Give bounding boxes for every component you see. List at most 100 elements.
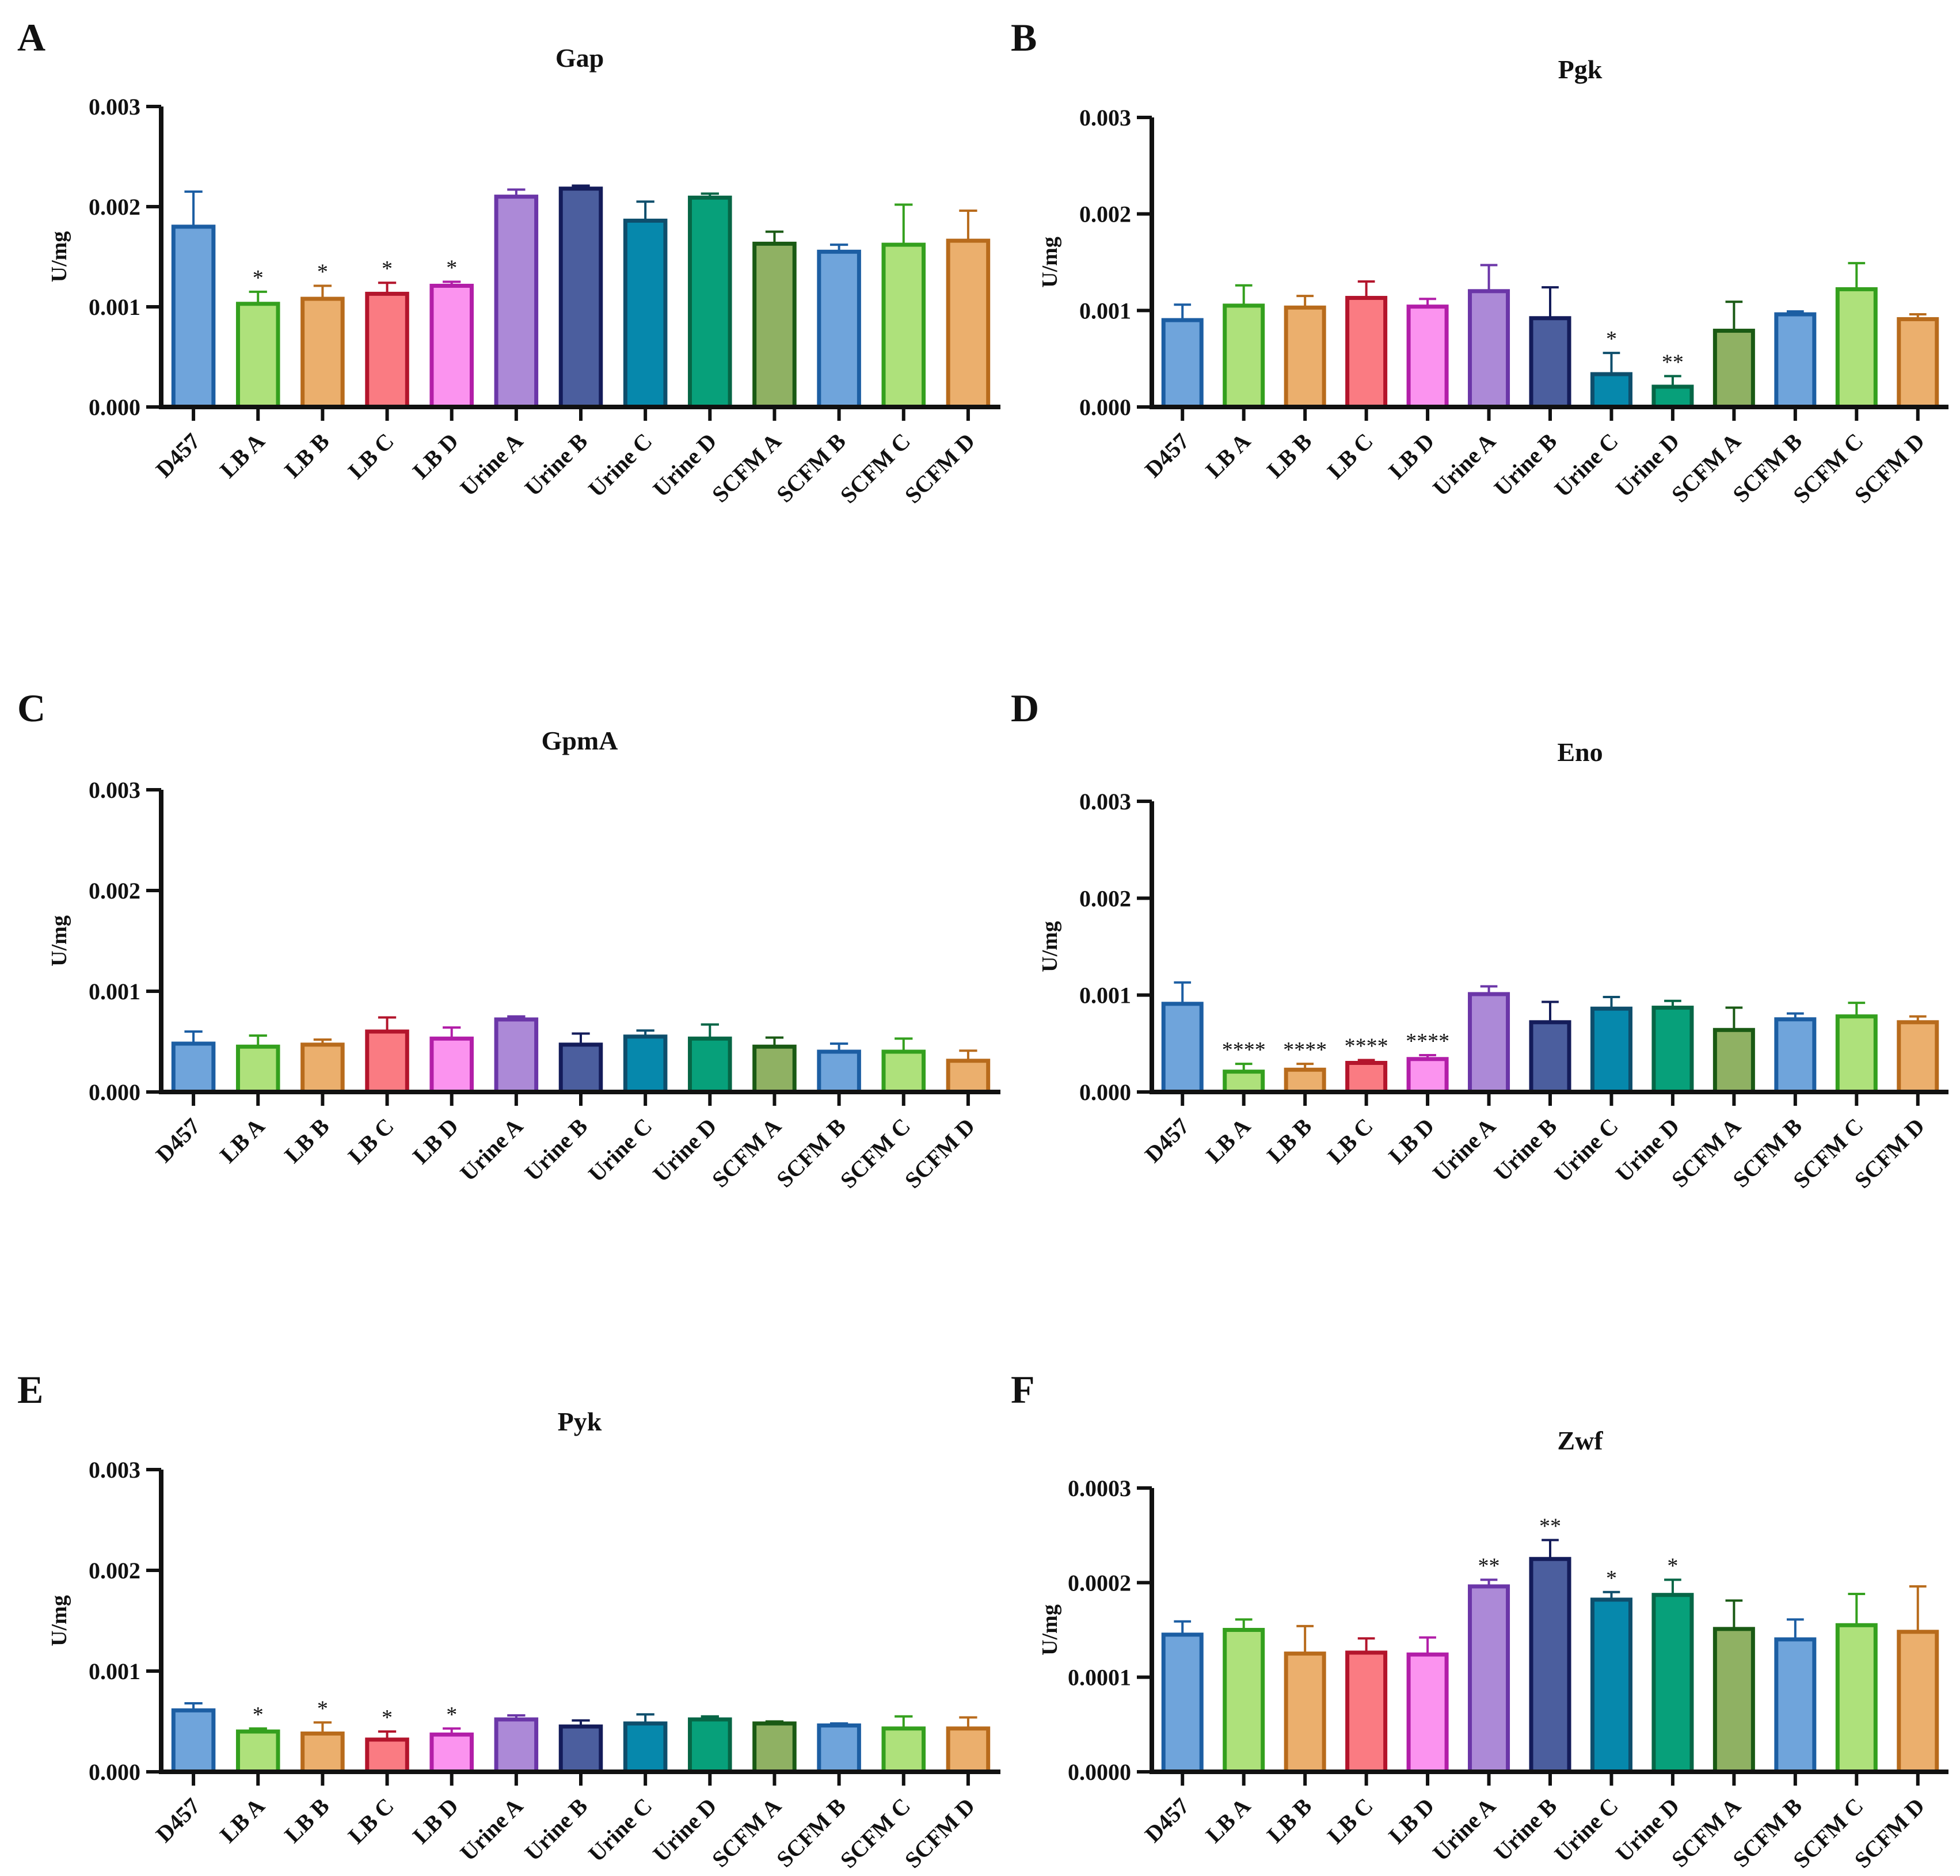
bar-urine-d bbox=[688, 1036, 732, 1094]
x-tick-label: LB B bbox=[1262, 1793, 1316, 1848]
bar-d457 bbox=[1161, 1633, 1204, 1774]
significance-marker: * bbox=[446, 1703, 457, 1727]
x-tick-label: SCFM A bbox=[707, 1793, 786, 1872]
bar-lb-a bbox=[235, 1044, 280, 1094]
x-tick-label: Urine C bbox=[1549, 1113, 1623, 1187]
y-tick-label: 0.000 bbox=[89, 1079, 140, 1105]
bar-lb-d bbox=[429, 283, 474, 409]
x-tick-label: Urine C bbox=[583, 1113, 657, 1187]
bar-d457 bbox=[1161, 1002, 1204, 1094]
bar-lb-c bbox=[1345, 1061, 1388, 1094]
y-axis-label: U/mg bbox=[47, 915, 71, 966]
x-tick-label: Urine A bbox=[1428, 1113, 1501, 1186]
bar-urine-b bbox=[558, 1724, 603, 1774]
significance-marker: * bbox=[317, 260, 328, 284]
bar-scfm-a bbox=[1712, 1028, 1755, 1094]
x-tick-label: SCFM D bbox=[900, 1113, 980, 1193]
significance-marker: * bbox=[317, 1696, 328, 1721]
x-tick-label: SCFM C bbox=[835, 1113, 915, 1193]
chart-panel-A: A Gap U/mg 0.000 0.001 0.002 0.003 D457 * LB A * LB… bbox=[17, 16, 1000, 508]
y-tick-label: 0.0002 bbox=[1068, 1570, 1131, 1596]
bar-scfm-c bbox=[881, 242, 926, 409]
significance-marker: * bbox=[1667, 1554, 1678, 1578]
bar-urine-c bbox=[623, 1034, 668, 1094]
bar-d457 bbox=[171, 224, 216, 409]
x-tick-label: LB A bbox=[1201, 428, 1256, 483]
bar-lb-c bbox=[1345, 296, 1388, 409]
x-tick-label: LB A bbox=[215, 1793, 270, 1848]
bar-scfm-b bbox=[817, 249, 861, 409]
bar-lb-b bbox=[300, 1732, 345, 1774]
y-axis-label: U/mg bbox=[47, 231, 71, 283]
bar-lb-b bbox=[300, 296, 345, 409]
y-tick-label: 0.002 bbox=[1079, 885, 1131, 911]
bar-urine-b bbox=[558, 187, 603, 409]
bar-lb-a bbox=[1223, 1628, 1265, 1774]
significance-marker: **** bbox=[1345, 1034, 1388, 1058]
bar-scfm-d bbox=[1897, 317, 1939, 409]
bar-lb-b bbox=[1284, 1067, 1326, 1094]
panel-letter: A bbox=[17, 16, 45, 59]
x-tick-label: Urine A bbox=[1428, 1793, 1501, 1866]
chart-panel-D: D Eno U/mg 0.000 0.001 0.002 0.003 D457 **** LB A… bbox=[1011, 686, 1948, 1193]
x-tick-label: Urine C bbox=[1549, 1793, 1623, 1867]
chart-panel-E: E Pyk U/mg 0.000 0.001 0.002 0.003 D457 * LB A * LB… bbox=[17, 1368, 1000, 1873]
significance-marker: * bbox=[1606, 1566, 1617, 1590]
bar-lb-c bbox=[1345, 1650, 1388, 1774]
bar-urine-a bbox=[1468, 289, 1510, 409]
x-tick-label: D457 bbox=[151, 1113, 205, 1168]
bar-scfm-a bbox=[1712, 329, 1755, 409]
x-tick-label: SCFM B bbox=[771, 1793, 851, 1873]
x-tick-label: SCFM C bbox=[835, 428, 915, 508]
bar-urine-a bbox=[1468, 1584, 1510, 1774]
y-tick-label: 0.001 bbox=[89, 294, 140, 320]
bar-urine-a bbox=[494, 1017, 539, 1094]
bar-scfm-a bbox=[752, 241, 797, 409]
x-tick-label: Urine A bbox=[455, 1793, 528, 1866]
x-tick-label: LB B bbox=[279, 1793, 334, 1848]
x-tick-label: LB C bbox=[1322, 1793, 1378, 1849]
y-tick-label: 0.001 bbox=[1079, 298, 1131, 324]
y-tick-label: 0.000 bbox=[89, 1759, 140, 1785]
x-tick-label: LB A bbox=[1201, 1113, 1256, 1168]
bar-d457 bbox=[1161, 318, 1204, 409]
bar-scfm-c bbox=[881, 1049, 926, 1094]
x-tick-label: Urine C bbox=[583, 1793, 657, 1867]
x-tick-label: D457 bbox=[1140, 1793, 1194, 1848]
x-tick-label: LB D bbox=[1383, 1793, 1439, 1849]
y-tick-label: 0.0000 bbox=[1068, 1759, 1131, 1785]
significance-marker: * bbox=[1606, 327, 1617, 351]
y-tick-label: 0.003 bbox=[89, 1457, 140, 1483]
x-tick-label: D457 bbox=[1140, 1113, 1194, 1168]
x-tick-label: SCFM B bbox=[771, 1113, 851, 1193]
bar-lb-d bbox=[1406, 1652, 1449, 1774]
y-tick-label: 0.0003 bbox=[1068, 1475, 1131, 1501]
bar-urine-c bbox=[1590, 1597, 1632, 1774]
significance-marker: ** bbox=[1478, 1554, 1500, 1578]
x-tick-label: LB C bbox=[1322, 428, 1378, 484]
x-tick-label: Urine B bbox=[519, 428, 592, 501]
x-tick-label: SCFM C bbox=[835, 1793, 915, 1873]
chart-panel-F: F Zwf U/mg 0.0000 0.0001 0.0002 0.0003 D457 LB A… bbox=[1011, 1368, 1948, 1873]
bar-urine-a bbox=[494, 1717, 539, 1774]
bar-scfm-c bbox=[1835, 1623, 1878, 1774]
bar-lb-a bbox=[235, 302, 280, 409]
x-tick-label: LB D bbox=[408, 1793, 463, 1849]
significance-marker: ** bbox=[1662, 350, 1684, 374]
bar-lb-c bbox=[365, 1737, 409, 1774]
significance-marker: ** bbox=[1539, 1514, 1561, 1538]
significance-marker: * bbox=[446, 256, 457, 280]
bar-urine-a bbox=[1468, 992, 1510, 1094]
x-tick-label: LB A bbox=[1201, 1793, 1256, 1848]
x-tick-label: Urine A bbox=[1428, 428, 1501, 501]
x-tick-label: LB C bbox=[343, 1113, 399, 1169]
x-tick-label: Urine A bbox=[455, 428, 528, 501]
bar-urine-c bbox=[1590, 372, 1632, 409]
y-tick-label: 0.001 bbox=[89, 979, 140, 1004]
bar-urine-b bbox=[1529, 1557, 1571, 1774]
bar-urine-d bbox=[1651, 385, 1694, 409]
chart-title: Pyk bbox=[558, 1407, 602, 1436]
bar-scfm-a bbox=[1712, 1627, 1755, 1774]
chart-panel-B: B Pgk U/mg 0.000 0.001 0.002 0.003 D457 LB A LB B… bbox=[1011, 16, 1948, 508]
